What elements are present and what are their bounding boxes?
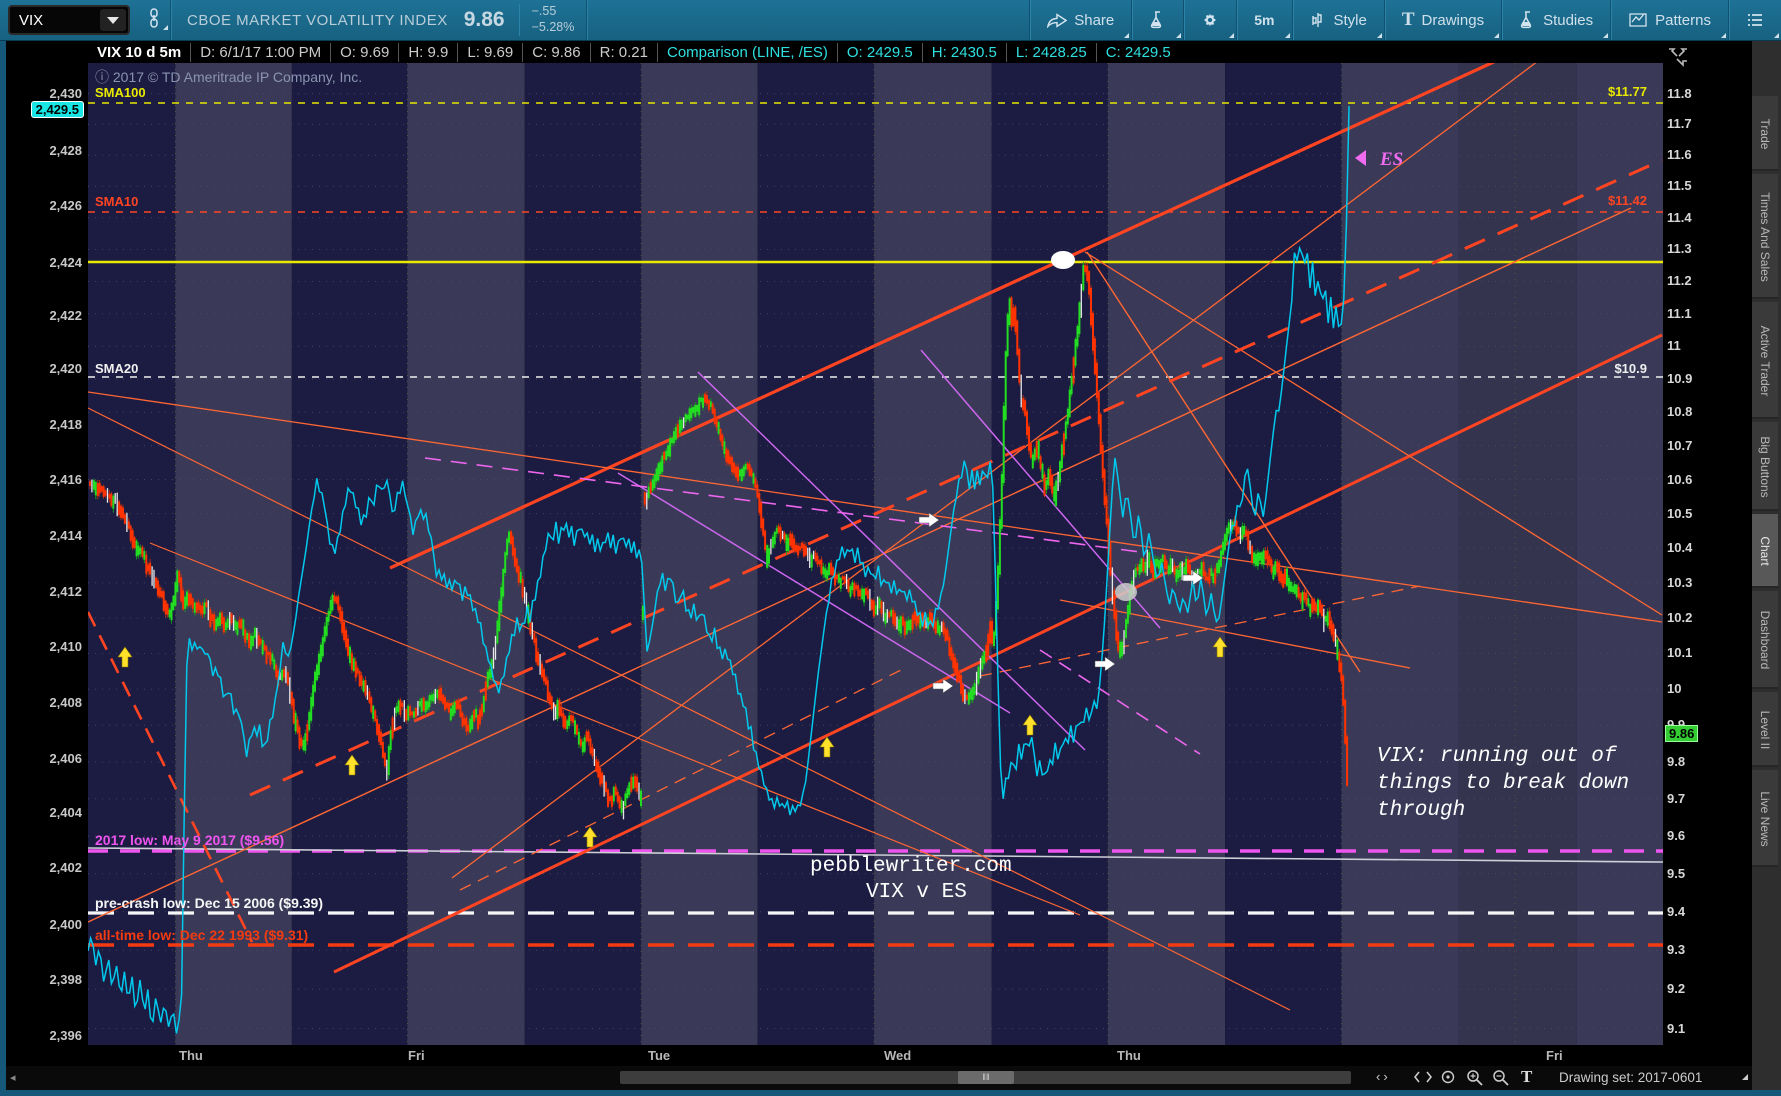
svg-text:VIX v ES: VIX v ES	[866, 881, 967, 904]
svg-text:SMA100: SMA100	[95, 85, 146, 100]
svg-text:$10.9: $10.9	[1614, 361, 1647, 376]
svg-text:2017 low: May 9 2017 ($9.56): 2017 low: May 9 2017 ($9.56)	[95, 832, 284, 848]
svg-text:VIX: running out of: VIX: running out of	[1377, 745, 1618, 768]
svg-text:$11.77: $11.77	[1608, 84, 1647, 99]
svg-text:pre-crash low: Dec 15 2006 ($9: pre-crash low: Dec 15 2006 ($9.39)	[95, 895, 323, 911]
svg-text:SMA20: SMA20	[95, 361, 138, 376]
svg-text:ⓘ 2017 © TD Ameritrade IP Comp: ⓘ 2017 © TD Ameritrade IP Company, Inc.	[95, 69, 362, 85]
svg-text:all-time low: Dec 22 1993 ($9.: all-time low: Dec 22 1993 ($9.31)	[95, 927, 308, 943]
svg-text:things to break down: things to break down	[1377, 772, 1629, 795]
svg-text:SMA10: SMA10	[95, 194, 138, 209]
svg-text:$11.42: $11.42	[1608, 193, 1647, 208]
svg-text:pebblewriter.com: pebblewriter.com	[810, 855, 1012, 878]
svg-text:through: through	[1377, 799, 1465, 822]
svg-text:ES: ES	[1379, 149, 1403, 170]
